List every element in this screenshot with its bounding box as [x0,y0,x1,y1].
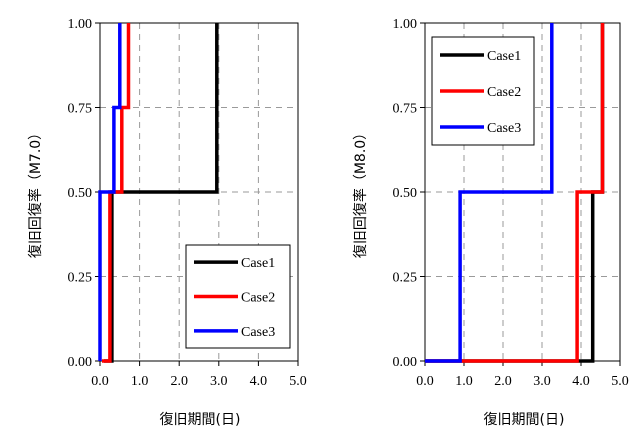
x-tick-label: 5.0 [289,374,307,389]
y-tick-label: 0.25 [68,271,93,286]
y-tick-label: 0.75 [393,102,418,117]
x-tick-label: 1.0 [455,374,473,389]
x-tick-label: 5.0 [611,374,629,389]
legend-label-case3: Case3 [241,325,275,340]
y-tick-label: 0.50 [393,186,418,201]
x-tick-label: 3.0 [533,374,551,389]
legend: Case1 Case2 Case3 [185,244,291,349]
series-line-case2 [425,23,605,363]
x-axis-title: 復旧期間(日) [484,411,565,428]
y-axis-title: 復旧回復率（M7.0） [27,126,44,258]
y-tick-label: 1.00 [68,17,93,32]
legend-label-case2: Case2 [487,85,521,100]
series-line-case3 [425,23,554,363]
x-tick-label: 0.0 [91,374,109,389]
x-tick-label: 1.0 [131,374,149,389]
x-tick-label: 3.0 [210,374,228,389]
x-tick-label: 2.0 [170,374,188,389]
legend-label-case1: Case1 [241,256,275,271]
y-tick-label: 0.25 [393,271,418,286]
x-tick-label: 4.0 [250,374,268,389]
x-tick-label: 2.0 [494,374,512,389]
x-tick-label: 4.0 [572,374,590,389]
y-axis-title: 復旧回復率（M8.0） [352,126,369,258]
y-tick-label: 0.50 [68,186,93,201]
y-tick-label: 1.00 [393,17,418,32]
x-axis-title: 復旧期間(日) [160,411,241,428]
chart-panel-1: 0.0 1.0 2.0 3.0 4.0 5.0 0.00 0.25 0.50 0.75 1.00 復旧… [27,17,307,428]
x-tick-label: 0.0 [416,374,434,389]
legend-label-case3: Case3 [487,121,521,136]
series-line-case2 [102,23,131,363]
legend: Case1 Case2 Case3 [431,36,535,146]
y-tick-label: 0.75 [68,102,93,117]
legend-label-case2: Case2 [241,291,275,306]
series-line-case3 [98,23,122,361]
legend-label-case1: Case1 [487,49,521,64]
y-tick-label: 0.00 [68,355,93,370]
y-tick-label: 0.00 [393,355,418,370]
chart-panel-2: 0.0 1.0 2.0 3.0 4.0 5.0 0.00 0.25 0.50 0.75 1.00 復旧… [352,17,629,428]
